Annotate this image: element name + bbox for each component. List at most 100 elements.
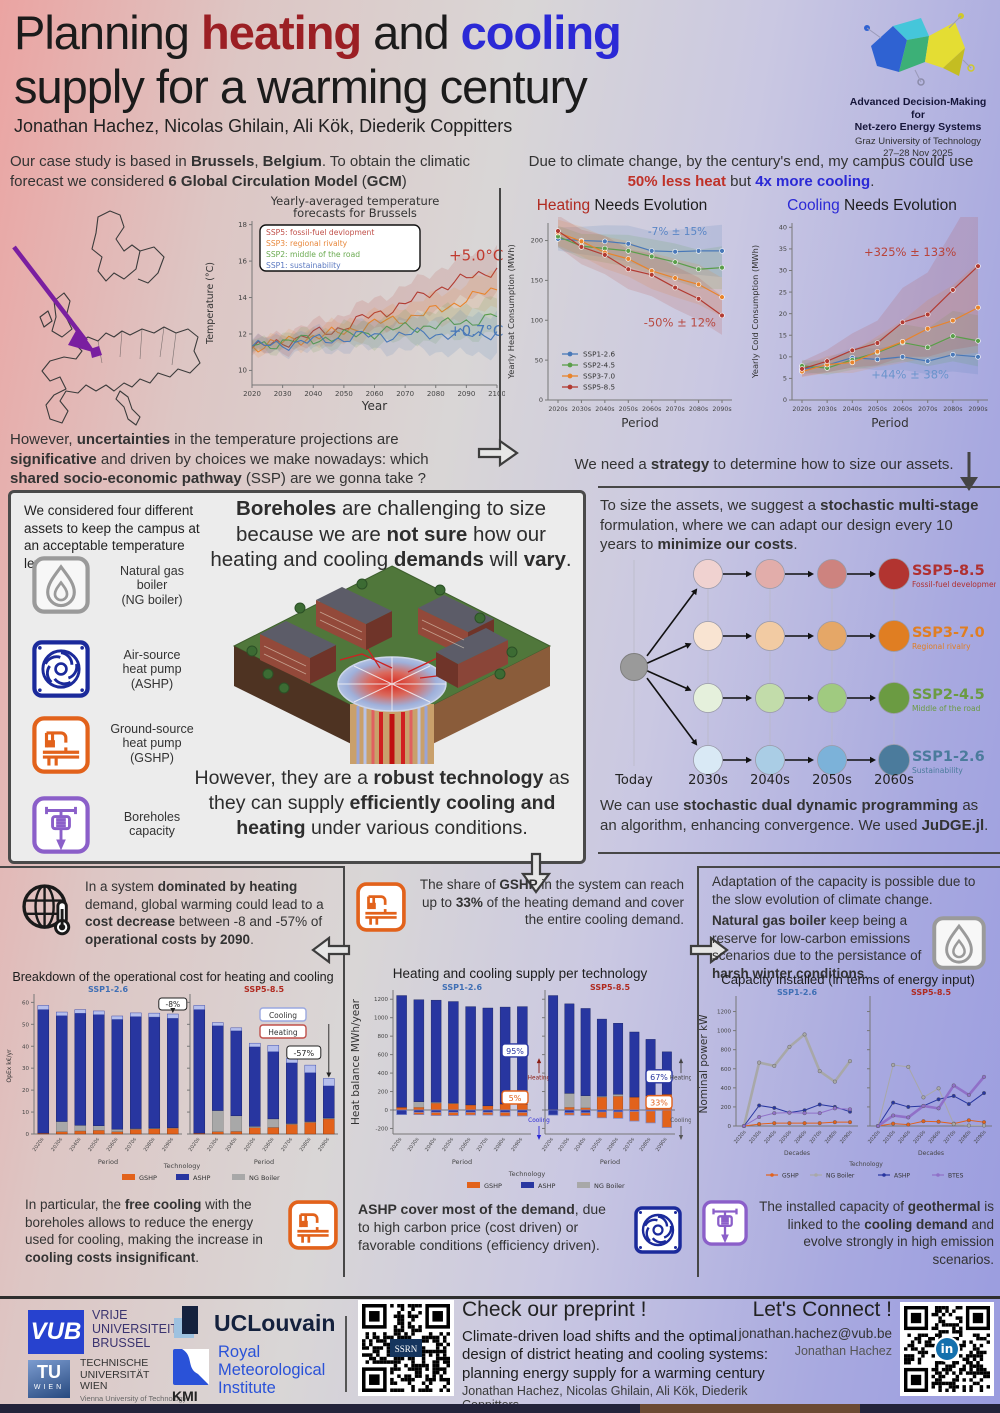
svg-text:+44% ± 38%: +44% ± 38% bbox=[871, 367, 949, 381]
svg-text:2100: 2100 bbox=[488, 390, 505, 398]
svg-text:2060s: 2060s bbox=[262, 1136, 276, 1152]
svg-text:2060s: 2060s bbox=[459, 1136, 473, 1152]
svg-text:600: 600 bbox=[721, 1067, 732, 1073]
svg-text:2040s: 2040s bbox=[69, 1136, 83, 1152]
preprint-heading: Check our preprint ! bbox=[462, 1298, 647, 1321]
svg-text:2050s: 2050s bbox=[779, 1129, 794, 1145]
svg-text:2020s: 2020s bbox=[188, 1136, 202, 1152]
svg-text:2080s: 2080s bbox=[958, 1129, 973, 1145]
tu-wien-logo: TU WIEN bbox=[28, 1360, 70, 1398]
svg-text:20: 20 bbox=[22, 1088, 29, 1094]
svg-text:2070s: 2070s bbox=[124, 1136, 138, 1152]
svg-text:GSHP: GSHP bbox=[484, 1182, 502, 1190]
svg-text:SSP2-4.5: SSP2-4.5 bbox=[583, 360, 615, 369]
free-cooling-text: In particular, the free cooling with the… bbox=[25, 1197, 263, 1265]
svg-text:Today: Today bbox=[614, 773, 653, 788]
svg-text:2040s: 2040s bbox=[843, 406, 862, 413]
svg-text:SSP5-8.5: SSP5-8.5 bbox=[912, 563, 985, 579]
tu-abbr: TU bbox=[37, 1362, 61, 1382]
svg-text:800: 800 bbox=[378, 1034, 389, 1040]
svg-text:2040s: 2040s bbox=[574, 1136, 588, 1152]
svg-text:2070s: 2070s bbox=[809, 1129, 824, 1145]
chart-opex-breakdown: 0 10 20 30 40 50 60 SSP1-2.6 2020s 2030s 2040s 2050… bbox=[6, 985, 338, 1182]
svg-text:SSP3: regional rivalty: SSP3: regional rivalty bbox=[266, 239, 348, 248]
conference-logo-icon bbox=[864, 13, 975, 86]
svg-text:0: 0 bbox=[385, 1108, 389, 1114]
svg-text:Sustainability: Sustainability bbox=[912, 766, 963, 775]
svg-text:0: 0 bbox=[26, 1132, 30, 1138]
cooling-needs-title: Cooling Needs Evolution bbox=[787, 197, 957, 214]
svg-text:2050s: 2050s bbox=[243, 1136, 257, 1152]
svg-text:40: 40 bbox=[22, 1044, 29, 1050]
svg-text:ASHP: ASHP bbox=[193, 1174, 210, 1182]
svg-text:NG Boiler: NG Boiler bbox=[826, 1173, 855, 1180]
uncertainty-text: However, uncertainties in the temperatur… bbox=[10, 431, 429, 487]
arrow-down-icon bbox=[960, 452, 978, 491]
uclouvain-logo bbox=[172, 1306, 208, 1342]
svg-text:14: 14 bbox=[238, 294, 247, 302]
svg-text:+0.7°C: +0.7°C bbox=[449, 322, 503, 340]
svg-text:2080s: 2080s bbox=[299, 1136, 313, 1152]
divider-top bbox=[499, 188, 501, 452]
tu-wien-small: Vienna University of Technology bbox=[80, 1394, 187, 1403]
tu-wien-text: TECHNISCHE UNIVERSITÄT WIEN bbox=[80, 1357, 150, 1393]
svg-text:50: 50 bbox=[535, 356, 543, 364]
svg-text:400: 400 bbox=[378, 1071, 389, 1077]
svg-text:SSP1-2.6: SSP1-2.6 bbox=[583, 349, 615, 358]
adaptation-text: Adaptation of the capacity is possible d… bbox=[712, 874, 976, 907]
svg-text:ASHP: ASHP bbox=[894, 1173, 910, 1180]
svg-text:10: 10 bbox=[238, 367, 247, 375]
kmi-abbr: KMI bbox=[172, 1388, 198, 1404]
svg-text:Heating: Heating bbox=[268, 1028, 298, 1037]
svg-text:Heat balance MWh/year: Heat balance MWh/year bbox=[350, 998, 362, 1125]
map-arrow-icon bbox=[12, 245, 96, 353]
svg-text:2090s: 2090s bbox=[973, 1129, 988, 1145]
svg-text:BTES: BTES bbox=[948, 1173, 964, 1180]
vub-abbr: VUB bbox=[30, 1318, 82, 1345]
svg-text:2060s: 2060s bbox=[893, 406, 912, 413]
svg-text:Regional rivalry: Regional rivalry bbox=[912, 642, 971, 651]
svg-text:2040s: 2040s bbox=[763, 1129, 778, 1145]
svg-text:2080: 2080 bbox=[427, 390, 445, 398]
svg-text:Period: Period bbox=[600, 1158, 620, 1166]
robust-text: However, they are a robust technology as… bbox=[194, 767, 570, 839]
svg-text:0: 0 bbox=[783, 396, 787, 404]
svg-text:2050s: 2050s bbox=[590, 1136, 604, 1152]
svg-text:SSP5-8.5: SSP5-8.5 bbox=[583, 382, 615, 391]
connect-name: Jonathan Hachez bbox=[794, 1344, 892, 1358]
svg-text:Cooling: Cooling bbox=[528, 1118, 550, 1124]
preprint-title: Climate-driven load shifts and the optim… bbox=[462, 1328, 768, 1382]
sizing-text: To size the assets, we suggest a stochas… bbox=[600, 497, 979, 553]
svg-text:2050s: 2050s bbox=[87, 1136, 101, 1152]
svg-text:2090s: 2090s bbox=[839, 1129, 854, 1145]
svg-text:2080s: 2080s bbox=[824, 1129, 839, 1145]
globe-thermometer-icon bbox=[18, 880, 76, 938]
svg-text:0: 0 bbox=[539, 396, 543, 404]
svg-text:800: 800 bbox=[721, 1048, 732, 1054]
heating-needs-title: Heating Needs Evolution bbox=[536, 197, 708, 214]
svg-text:10: 10 bbox=[779, 353, 787, 361]
svg-text:2090: 2090 bbox=[457, 390, 475, 398]
svg-text:SSP2-4.5: SSP2-4.5 bbox=[912, 687, 985, 703]
svg-text:-50% ± 12%: -50% ± 12% bbox=[644, 316, 716, 330]
svg-text:200: 200 bbox=[378, 1090, 389, 1096]
boreholes-heading: Boreholes are challenging to size becaus… bbox=[210, 497, 572, 572]
qr-code-preprint: SSRN bbox=[358, 1300, 454, 1396]
svg-text:2020s: 2020s bbox=[32, 1136, 46, 1152]
sddp-text: We can use stochastic dual dynamic progr… bbox=[600, 797, 989, 834]
ashp-cover-text: ASHP cover most of the demand, due to hi… bbox=[358, 1201, 606, 1254]
svg-text:Period: Period bbox=[452, 1158, 472, 1166]
conference-line3: Graz University of Technology bbox=[854, 135, 982, 147]
svg-text:2090s: 2090s bbox=[968, 406, 987, 413]
kmi-text: Royal Meteorological Institute bbox=[218, 1343, 326, 1397]
svg-text:ASHP: ASHP bbox=[538, 1182, 555, 1190]
svg-text:2080s: 2080s bbox=[143, 1136, 157, 1152]
authors: Jonathan Hachez, Nicolas Ghilain, Ali Kö… bbox=[14, 116, 513, 136]
svg-text:SSP1-2.6: SSP1-2.6 bbox=[442, 983, 483, 992]
svg-text:2050: 2050 bbox=[335, 390, 353, 398]
svg-text:+325% ± 133%: +325% ± 133% bbox=[864, 245, 956, 259]
svg-text:SSP3-7.0: SSP3-7.0 bbox=[912, 625, 985, 641]
